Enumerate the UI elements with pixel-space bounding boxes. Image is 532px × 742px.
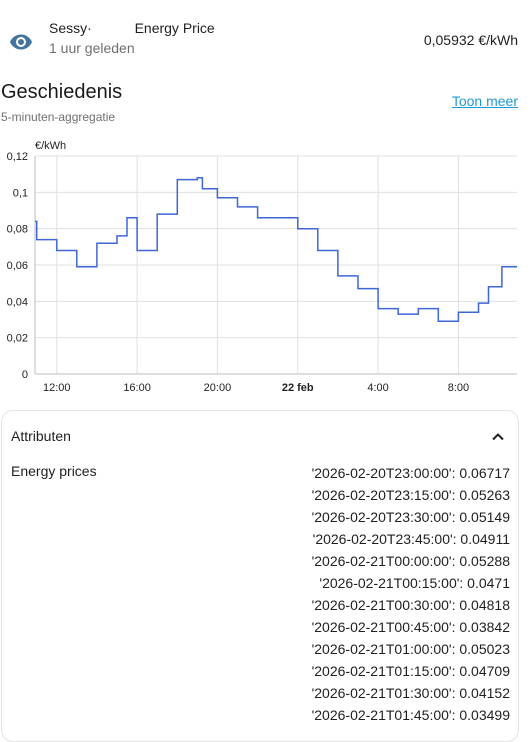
attribute-value-item: '2026-02-20T23:15:00': 0.05263 <box>311 487 510 503</box>
attribute-value-item: '2026-02-21T01:30:00': 0.04152 <box>311 685 510 701</box>
entity-row[interactable]: Sessy· Energy Price 1 uur geleden 0,0593… <box>0 0 532 80</box>
eye-icon <box>10 34 32 50</box>
history-chart[interactable]: 0 0,02 0,04 0,06 0,08 0,1 0,12 12:00 16:00 20:00 2… <box>0 136 532 400</box>
attribute-value-item: '2026-02-21T01:45:00': 0.03499 <box>311 707 510 723</box>
attribute-value-item: '2026-02-20T23:45:00': 0.04911 <box>312 531 510 547</box>
x-tick-label: 22 feb <box>282 382 314 394</box>
entity-name: Sessy· Energy Price <box>49 20 215 36</box>
attribute-value-item: '2026-02-21T01:00:00': 0.05023 <box>311 641 510 657</box>
y-tick-label: 0,12 <box>7 151 28 163</box>
attribute-value-item: '2026-02-21T00:45:00': 0.03842 <box>311 619 510 635</box>
y-axis-unit-label: €/kWh <box>35 140 66 152</box>
y-tick-label: 0,08 <box>7 224 28 236</box>
attributes-title: Attributen <box>11 428 71 444</box>
attribute-value-item: '2026-02-21T01:15:00': 0.04709 <box>311 663 510 679</box>
attributes-card: Attributen Energy prices '2026-02-20T23:… <box>1 410 519 742</box>
y-tick-label: 0,06 <box>7 260 28 272</box>
x-tick-label: 16:00 <box>123 382 151 394</box>
x-tick-label: 12:00 <box>43 382 71 394</box>
x-tick-label: 20:00 <box>204 382 232 394</box>
y-tick-label: 0 <box>22 369 28 381</box>
history-title: Geschiedenis <box>1 81 123 103</box>
attribute-value-item: '2026-02-20T23:00:00': 0.06717 <box>311 465 510 481</box>
show-more-link[interactable]: Toon meer <box>451 93 518 109</box>
attribute-value-item: '2026-02-21T00:15:00': 0.0471 <box>319 575 510 591</box>
y-tick-label: 0,04 <box>7 296 28 308</box>
x-tick-label: 4:00 <box>367 382 388 394</box>
price-series-line <box>35 177 517 323</box>
attribute-value-item: '2026-02-20T23:30:00': 0.05149 <box>311 509 510 525</box>
y-tick-label: 0,02 <box>7 333 28 345</box>
attribute-key-energy-prices: Energy prices <box>11 463 97 479</box>
entity-state: 0,05932 €/kWh <box>423 32 518 48</box>
y-tick-label: 0,1 <box>13 187 28 199</box>
history-subtitle: 5-minuten-aggregatie <box>1 110 116 124</box>
x-tick-label: 8:00 <box>448 382 469 394</box>
attribute-value-list: '2026-02-20T23:00:00': 0.06717 '2026-02-2… <box>250 462 510 726</box>
attribute-value-item: '2026-02-21T00:00:00': 0.05288 <box>311 553 510 569</box>
entity-last-changed: 1 uur geleden <box>49 40 135 56</box>
chevron-up-icon[interactable] <box>490 429 506 445</box>
attribute-value-item: '2026-02-21T00:30:00': 0.04818 <box>311 597 510 613</box>
